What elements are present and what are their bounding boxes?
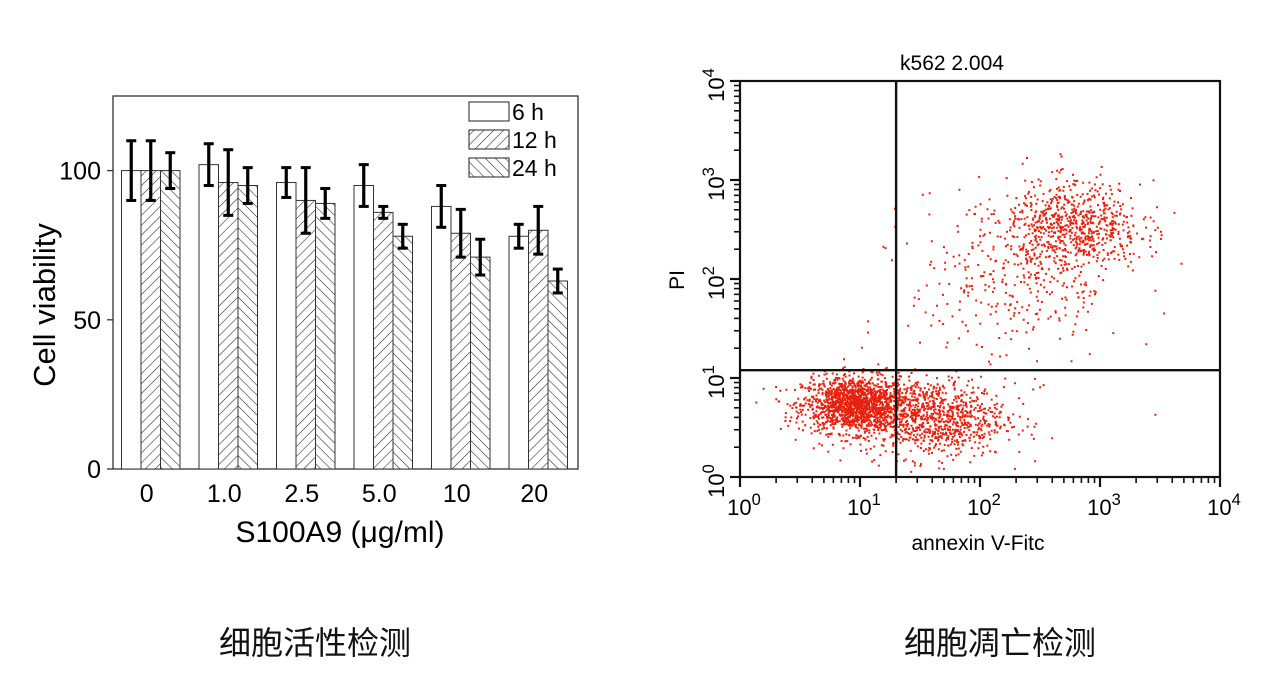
x-axis-label: annexin V-Fitc [911, 532, 1044, 555]
x-tick-label: 2.5 [284, 480, 319, 508]
bar [295, 199, 316, 470]
bar [276, 182, 297, 470]
bar [121, 170, 142, 470]
caption-cell-viability: 细胞活性检测 [218, 624, 411, 662]
y-axis-label: PI [666, 270, 689, 290]
scatter-points [755, 153, 1183, 473]
bar [140, 170, 161, 470]
cell-viability-bar-chart: 0 50 100 0 1.0 2.5 5.0 10 20 6 h12 h24 h Cell v… [27, 95, 579, 549]
y-axis-label: Cell viability [27, 223, 62, 387]
plot-frame [738, 79, 1222, 479]
legend: 6 h12 h24 h [468, 99, 557, 181]
y-axis: 100 101 102 103 104 [700, 68, 740, 498]
legend-label: 24 h [512, 155, 557, 181]
y-tick-label: 104 [700, 68, 729, 102]
legend-label: 12 h [512, 127, 557, 153]
x-axis: 100 101 102 103 104 [727, 477, 1241, 520]
bar [237, 185, 258, 470]
x-tick-label: 5.0 [362, 480, 397, 508]
y-tick-label: 101 [700, 365, 729, 399]
apoptosis-scatter-plot: k562 2.004 100 101 102 103 104 1001011021031… [666, 52, 1241, 555]
bar [547, 280, 568, 470]
x-tick-label: 102 [967, 491, 1001, 520]
bar [392, 235, 413, 470]
figure-canvas: 0 50 100 0 1.0 2.5 5.0 10 20 6 h12 h24 h Cell v… [27, 52, 1241, 555]
legend-swatch [468, 157, 510, 178]
y-axis: 0 50 100 [59, 158, 113, 484]
bar [470, 256, 491, 470]
legend-swatch [468, 101, 510, 122]
x-tick-label: 103 [1087, 491, 1121, 520]
bar [373, 211, 394, 470]
x-tick-label: 0 [140, 480, 154, 508]
bar [218, 182, 239, 470]
scatter-dots [755, 153, 1183, 473]
x-tick-label: 100 [727, 491, 761, 520]
legend-label: 6 h [512, 99, 544, 125]
y-tick-label: 100 [59, 158, 101, 186]
x-tick-label: 10 [443, 480, 471, 508]
plot-title: k562 2.004 [900, 52, 1004, 75]
x-tick-label: 20 [520, 480, 548, 508]
y-tick-label: 103 [700, 167, 729, 201]
bar [431, 205, 452, 470]
x-axis-label: S100A9 (μg/ml) [235, 516, 444, 549]
legend-swatch [468, 129, 510, 150]
x-tick-label: 1.0 [207, 480, 242, 508]
x-axis: 0 1.0 2.5 5.0 10 20 [140, 480, 548, 508]
caption-apoptosis: 细胞凋亡检测 [903, 624, 1096, 662]
quadrant-gates [740, 81, 1220, 477]
y-tick-label: 0 [87, 456, 101, 484]
bar [508, 235, 529, 470]
y-tick-label: 102 [700, 266, 729, 300]
bar [353, 185, 374, 470]
bar [160, 170, 181, 470]
y-tick-label: 100 [700, 464, 729, 498]
bar [315, 202, 336, 470]
x-tick-label: 101 [847, 491, 881, 520]
bar [198, 164, 219, 470]
plot-frame [112, 95, 579, 470]
y-tick-label: 50 [73, 307, 101, 335]
bar [450, 232, 471, 470]
bar-series [121, 139, 568, 470]
x-tick-label: 104 [1207, 491, 1241, 520]
bar [528, 229, 549, 470]
